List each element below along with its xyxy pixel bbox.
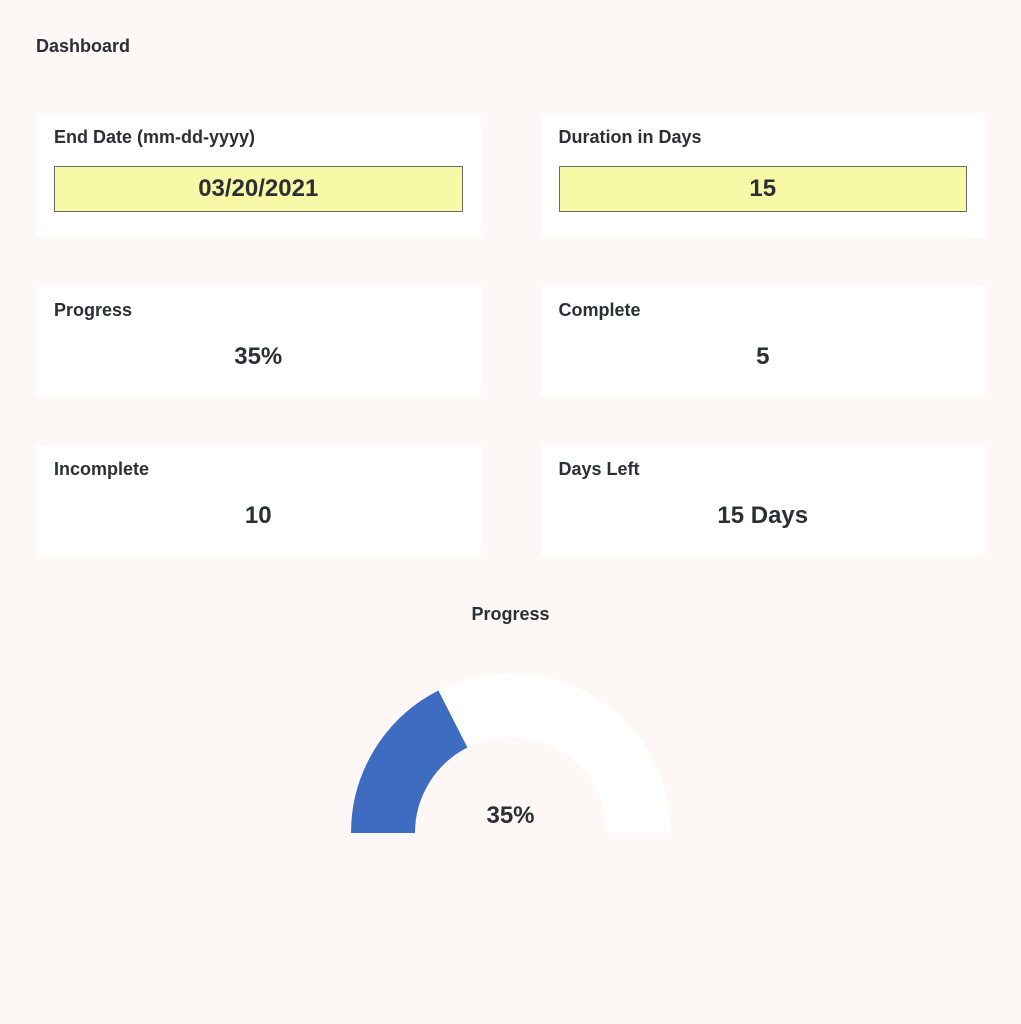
progress-chart: Progress 35% — [36, 604, 985, 858]
progress-chart-center-label: 35% — [331, 802, 691, 830]
end-date-label: End Date (mm-dd-yyyy) — [54, 127, 463, 148]
card-progress: Progress 35% — [36, 286, 481, 397]
progress-chart-donut: 35% — [331, 633, 691, 858]
incomplete-value: 10 — [54, 498, 463, 530]
page-title: Dashboard — [36, 36, 985, 57]
card-end-date: End Date (mm-dd-yyyy) 03/20/2021 — [36, 113, 481, 238]
duration-label: Duration in Days — [559, 127, 968, 148]
days-left-value: 15 Days — [559, 498, 968, 530]
progress-chart-title: Progress — [36, 604, 985, 625]
end-date-value: 03/20/2021 — [54, 166, 463, 212]
progress-value: 35% — [54, 339, 463, 371]
card-incomplete: Incomplete 10 — [36, 445, 481, 556]
complete-value: 5 — [559, 339, 968, 371]
duration-value: 15 — [559, 166, 968, 212]
row-3: Incomplete 10 Days Left 15 Days — [36, 445, 985, 556]
incomplete-label: Incomplete — [54, 459, 463, 480]
row-2: Progress 35% Complete 5 — [36, 286, 985, 397]
row-1: End Date (mm-dd-yyyy) 03/20/2021 Duratio… — [36, 113, 985, 238]
card-complete: Complete 5 — [541, 286, 986, 397]
card-duration: Duration in Days 15 — [541, 113, 986, 238]
card-days-left: Days Left 15 Days — [541, 445, 986, 556]
days-left-label: Days Left — [559, 459, 968, 480]
complete-label: Complete — [559, 300, 968, 321]
progress-label: Progress — [54, 300, 463, 321]
